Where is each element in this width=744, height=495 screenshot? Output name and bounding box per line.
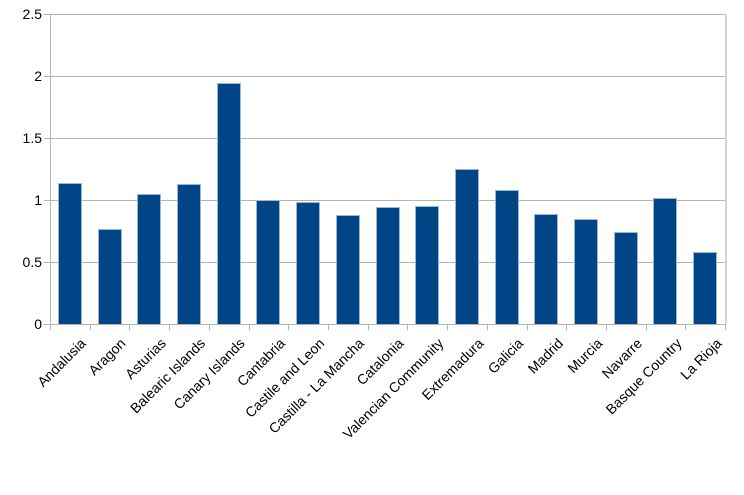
x-axis-tick bbox=[447, 324, 449, 330]
x-axis-tick bbox=[367, 324, 369, 330]
y-axis-line bbox=[50, 14, 51, 324]
y-gridline bbox=[50, 138, 725, 139]
bar-andalusia bbox=[57, 183, 82, 324]
x-axis-tick bbox=[645, 324, 647, 330]
bar-extremadura bbox=[454, 169, 479, 324]
bar-navarre bbox=[613, 232, 638, 324]
x-axis-tick bbox=[327, 324, 329, 330]
bar-castile-and-leon bbox=[296, 202, 321, 324]
bar-canary-islands bbox=[216, 83, 241, 324]
bar-valencian-community bbox=[415, 206, 440, 324]
y-axis-tick-label: 2.5 bbox=[22, 6, 42, 22]
bar-catalonia bbox=[375, 207, 400, 324]
x-axis-tick bbox=[288, 324, 290, 330]
x-axis-tick bbox=[208, 324, 210, 330]
bar-asturias bbox=[137, 194, 162, 324]
y-axis-tick bbox=[44, 262, 50, 263]
y-axis-tick bbox=[44, 76, 50, 77]
x-axis-tick bbox=[169, 324, 171, 330]
x-axis-tick bbox=[89, 324, 91, 330]
x-axis-tick bbox=[50, 324, 51, 330]
bar-madrid bbox=[534, 214, 559, 324]
bar-aragon bbox=[97, 229, 122, 324]
x-axis-tick bbox=[566, 324, 568, 330]
y-gridline bbox=[50, 76, 725, 77]
x-axis-tick bbox=[407, 324, 409, 330]
x-axis-line bbox=[44, 324, 725, 325]
y-axis-tick-label: 1.5 bbox=[22, 130, 42, 146]
bar-castilla-la-mancha bbox=[335, 215, 360, 324]
y-axis-tick-label: 0.5 bbox=[22, 254, 42, 270]
bar-balearic-islands bbox=[177, 184, 201, 324]
y-axis-tick-label: 1 bbox=[34, 192, 42, 208]
y-gridline bbox=[50, 200, 725, 201]
y-gridline bbox=[50, 14, 725, 15]
bar-la-rioja bbox=[693, 252, 718, 324]
bar-murcia bbox=[574, 219, 598, 324]
x-axis-tick bbox=[685, 324, 687, 330]
y-axis-tick bbox=[44, 200, 50, 201]
plot-right-border bbox=[725, 14, 727, 324]
y-axis-tick bbox=[44, 138, 50, 139]
y-axis-tick bbox=[44, 14, 50, 15]
y-axis-tick-label: 2 bbox=[34, 68, 42, 84]
bar-basque-country bbox=[653, 198, 678, 324]
x-axis-tick bbox=[725, 324, 726, 330]
x-axis-tick bbox=[486, 324, 488, 330]
x-axis-category-label: La Rioja bbox=[676, 335, 725, 383]
x-axis-tick bbox=[526, 324, 528, 330]
bar-galicia bbox=[494, 190, 519, 324]
x-axis-tick bbox=[605, 324, 607, 330]
x-axis-category-label: Madrid bbox=[524, 335, 566, 377]
bar-cantabria bbox=[256, 200, 281, 324]
x-axis-category-label: Andalusia bbox=[34, 335, 90, 390]
x-axis-tick bbox=[248, 324, 250, 330]
y-axis-tick-label: 0 bbox=[34, 316, 42, 332]
x-axis-tick bbox=[129, 324, 131, 330]
x-axis-category-label: Galicia bbox=[484, 335, 526, 377]
